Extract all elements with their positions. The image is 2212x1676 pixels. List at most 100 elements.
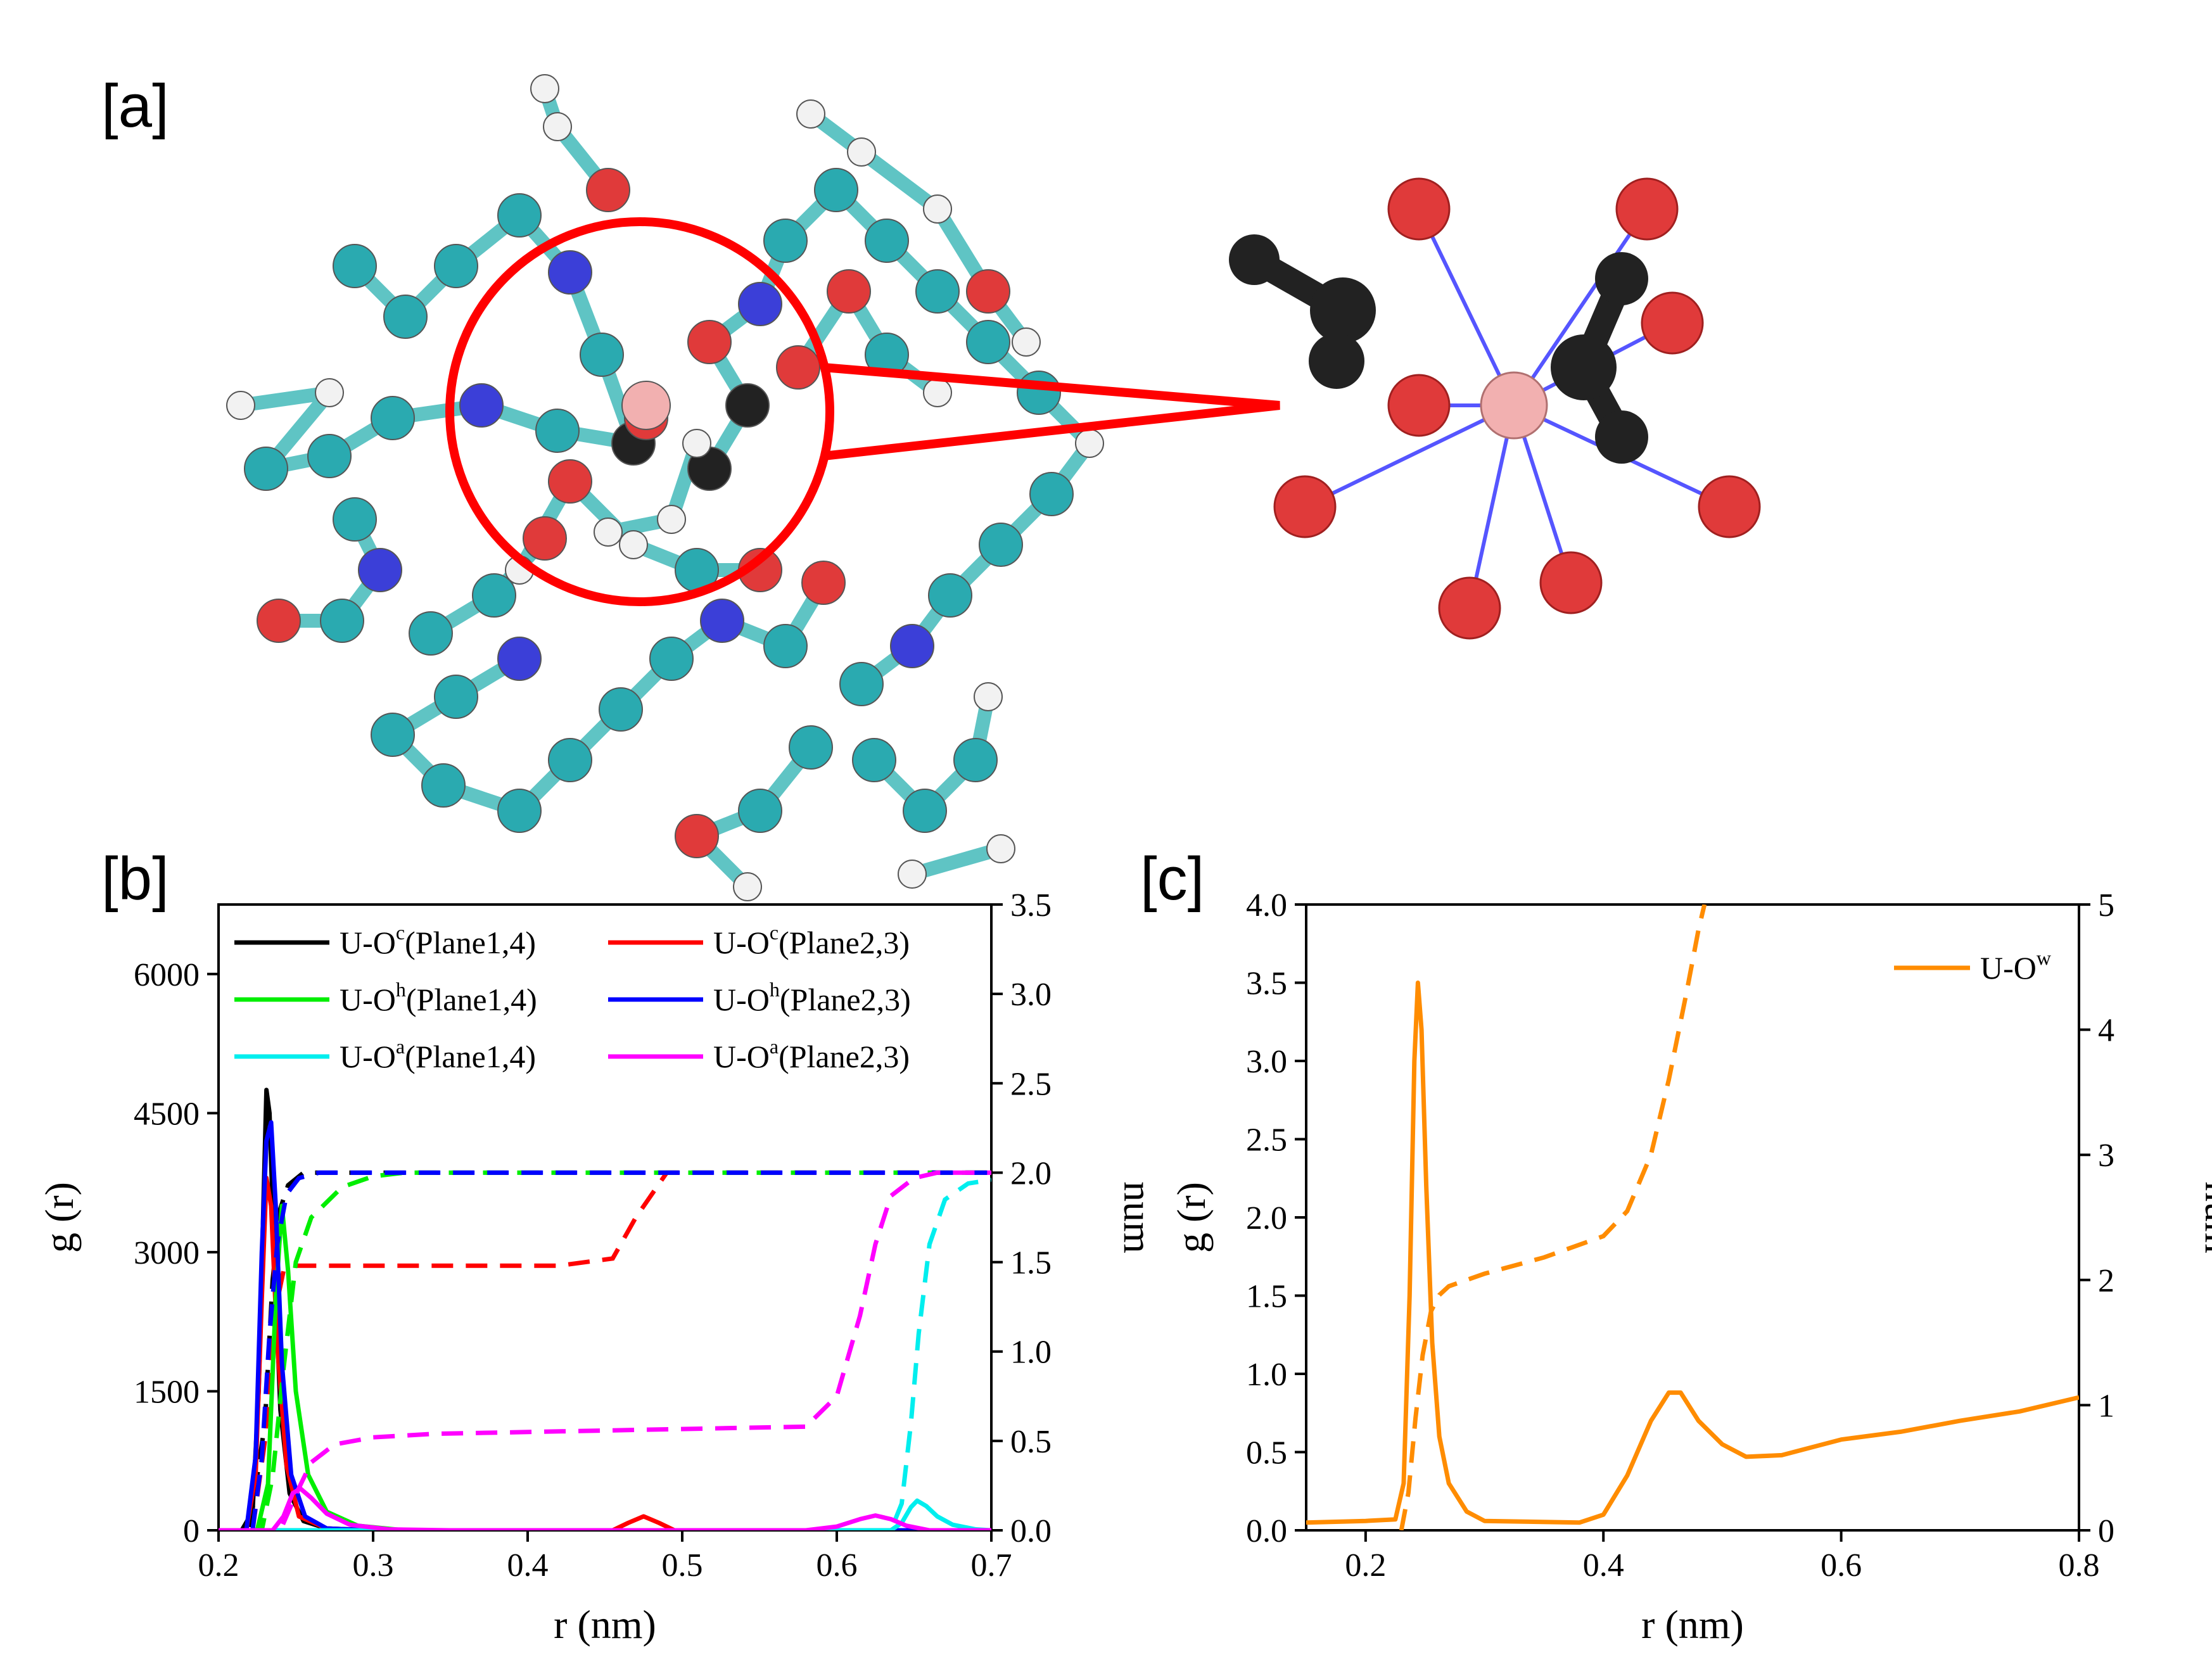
series-num-line-1 [219, 1170, 991, 1530]
hydrogen-atom [657, 505, 686, 534]
ligand-atom [1595, 410, 1648, 464]
y2-tick-label: 2.0 [1010, 1155, 1052, 1191]
oxygen-atom [523, 516, 567, 561]
hydrogen-atom [923, 378, 952, 407]
oxygen-atom [1698, 475, 1761, 538]
hydrogen-atom [796, 99, 825, 129]
y2-tick-label: 5 [2098, 887, 2114, 924]
hydrogen-atom [733, 872, 762, 901]
carbon-atom [497, 789, 542, 833]
hydrogen-atom [986, 834, 1015, 863]
carbon-atom [333, 244, 377, 288]
y-tick-label: 4500 [134, 1096, 200, 1132]
carbon-atom [421, 763, 466, 808]
series-num-line-0 [1399, 905, 1707, 1530]
series-num-line-5 [219, 1170, 991, 1530]
plot-frame [1305, 903, 2080, 1532]
carbon-atom [497, 193, 542, 238]
series-gr-line-1 [219, 1176, 991, 1530]
y2-tick-label: 1 [2098, 1388, 2114, 1424]
y2-tick-label: 2 [2098, 1263, 2114, 1299]
nitrogen-atom [459, 383, 504, 428]
carbon-atom [953, 738, 998, 782]
carbon-atom [915, 269, 960, 314]
y-tick-label: 2.0 [1246, 1200, 1287, 1236]
carbon-atom [333, 497, 377, 542]
legend-entry: U-Oh(Plane2,3) [713, 978, 911, 1017]
oxygen-atom [1387, 374, 1451, 437]
oxygen-atom [548, 459, 592, 504]
hydrogen-atom [315, 378, 344, 407]
carbon-atom [865, 219, 909, 263]
carbon-atom [472, 573, 516, 618]
hydrogen-atom [1075, 429, 1104, 458]
y-tick-label: 3.5 [1246, 966, 1287, 1002]
legend-entry: U-Oc(Plane1,4) [340, 921, 536, 960]
molecular-structure-illustration [226, 74, 1104, 901]
uranium-atom [1480, 371, 1548, 440]
carbon-atom [599, 687, 643, 732]
legend-entry: U-Oc(Plane2,3) [713, 921, 910, 960]
carbon-atom [409, 611, 453, 656]
carbon-atom [966, 320, 1010, 364]
panel-label-c: [c] [1140, 845, 1204, 913]
y-tick-label: 6000 [134, 957, 200, 993]
y-tick-label: 3000 [134, 1235, 200, 1271]
oxygen-atom [1539, 551, 1603, 614]
oxygen-atom [257, 599, 301, 643]
oxygen-atom [801, 561, 846, 605]
oxygen-atom [966, 269, 1010, 314]
carbon-atom [548, 738, 592, 782]
carbon-atom [320, 599, 364, 643]
y2-tick-label: 1.0 [1010, 1335, 1052, 1371]
legend-entry: U-Oa(Plane1,4) [340, 1035, 536, 1074]
oxygen-atom [1615, 177, 1679, 241]
x-axis-title: r (nm) [1641, 1602, 1744, 1647]
nitrogen-atom [358, 548, 402, 592]
y-axis-title: g (r) [1169, 1182, 1214, 1253]
y-tick-label: 1500 [134, 1374, 200, 1410]
nitrogen-atom [700, 599, 744, 643]
carbon-atom [789, 725, 833, 770]
y2-tick-label: 4 [2098, 1013, 2114, 1049]
x-tick-label: 0.7 [971, 1547, 1012, 1584]
hydrogen-atom [594, 517, 623, 547]
carbon-atom [383, 295, 428, 339]
y2-tick-label: 3 [2098, 1138, 2114, 1174]
nitrogen-atom [738, 282, 782, 326]
zoom-callout [445, 217, 1280, 606]
x-tick-label: 0.2 [198, 1547, 239, 1584]
chart-b-rdf-planes: 0.2 0.3 0.4 0.5 0.6 0.7 0 1500 3000 4500 6000 0.0 0.… [37, 887, 1160, 1647]
carbon-atom [903, 789, 947, 833]
zoom-wedge [823, 363, 1280, 460]
oxygen-atom [586, 168, 630, 212]
carbon-atom [852, 738, 896, 782]
hydrogen-atom [923, 194, 952, 224]
y-tick-label: 1.0 [1246, 1357, 1287, 1393]
chart-c-rdf-water: 0.2 0.4 0.6 0.8 0.0 0.5 1.0 1.5 2.0 2.5 3.0 3.5 4.0 0… [1169, 887, 2212, 1647]
panel-label-a: [a] [101, 72, 169, 140]
y-tick-label: 0.5 [1246, 1435, 1287, 1471]
oxygen-atom [687, 320, 732, 364]
series-gr-line-4 [219, 1498, 991, 1530]
carbon-atom [580, 333, 624, 377]
carbon-atom [649, 637, 694, 681]
carbon-atom [928, 573, 972, 618]
series-gr-line-3 [219, 1120, 991, 1530]
y-tick-label: 0 [183, 1513, 200, 1549]
x-tick-label: 0.3 [353, 1547, 394, 1584]
series-num-line-0 [219, 1170, 991, 1530]
series-gr-line-5 [219, 1486, 991, 1530]
nitrogen-atom [890, 624, 934, 668]
y-tick-label: 0.0 [1246, 1513, 1287, 1549]
y-axis-title: g (r) [37, 1182, 82, 1253]
carbon-atom [738, 789, 782, 833]
y2-tick-label: 0.0 [1010, 1513, 1052, 1549]
uranium-coordination-illustration [1229, 177, 1761, 640]
oxygen-atom [1641, 291, 1704, 355]
carbon-atom [434, 675, 478, 719]
series-num-line-4 [219, 1178, 991, 1530]
legend-entry: U-Oa(Plane2,3) [713, 1035, 910, 1074]
carbon-atom [763, 624, 808, 668]
